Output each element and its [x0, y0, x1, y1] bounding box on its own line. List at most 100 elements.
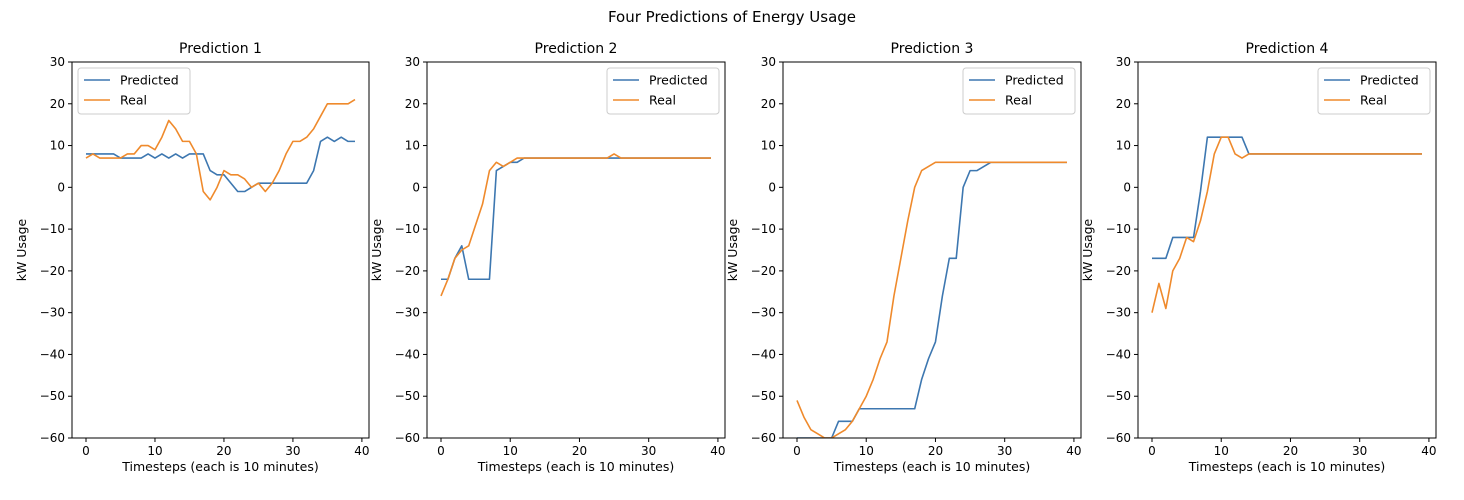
x-tick-label: 30	[997, 444, 1012, 458]
subplot-title: Prediction 3	[891, 41, 974, 57]
x-tick-label: 20	[928, 444, 943, 458]
series-line-predicted	[86, 136, 355, 193]
series-line-predicted	[797, 161, 1067, 438]
y-axis-label: kW Usage	[369, 218, 384, 281]
subplot-title: Prediction 4	[1246, 41, 1329, 57]
y-tick-label: 30	[761, 55, 776, 69]
subplot-title: Prediction 2	[535, 41, 618, 57]
axes-frame	[426, 61, 726, 439]
x-tick-label: 10	[859, 444, 874, 458]
x-tick-label: 40	[1066, 444, 1081, 458]
y-tick-label: −10	[395, 222, 420, 236]
y-tick-label: −60	[395, 431, 420, 445]
subplot-title: Prediction 1	[179, 41, 262, 57]
y-tick-label: 10	[405, 139, 420, 153]
y-tick-label: −50	[751, 389, 776, 403]
y-tick-label: −30	[751, 306, 776, 320]
axes-frame	[71, 61, 370, 439]
legend-entry: Real	[649, 93, 676, 108]
series-line-real	[1151, 136, 1422, 313]
subplot-4: 0 10 20 30 40 −60 −50 −40 −30 −20 −10 0 10 20 30 Predic…	[1080, 41, 1437, 474]
y-tick-label: −10	[751, 222, 776, 236]
y-tick-label: 30	[50, 55, 65, 69]
series-line-real	[440, 153, 711, 297]
y-tick-label: 10	[1116, 139, 1131, 153]
y-tick-label: 0	[768, 180, 776, 194]
legend-entry: Real	[1005, 93, 1032, 108]
y-axis-label: kW Usage	[14, 218, 29, 281]
x-axis-label: Timesteps (each is 10 minutes)	[477, 459, 674, 474]
y-tick-label: −50	[1106, 389, 1131, 403]
y-axis-label: kW Usage	[725, 218, 740, 281]
y-tick-label: 0	[57, 180, 65, 194]
y-tick-label: 10	[761, 139, 776, 153]
x-tick-label: 20	[216, 444, 231, 458]
y-tick-label: −30	[395, 306, 420, 320]
y-tick-label: −40	[751, 347, 776, 361]
y-tick-label: −60	[1106, 431, 1131, 445]
y-tick-label: −30	[40, 306, 65, 320]
y-tick-label: 20	[1116, 97, 1131, 111]
y-tick-label: 0	[1123, 180, 1131, 194]
x-tick-label: 0	[437, 444, 445, 458]
y-tick-label: 0	[412, 180, 420, 194]
x-tick-label: 30	[1352, 444, 1367, 458]
x-tick-label: 10	[147, 444, 162, 458]
y-tick-label: −30	[1106, 306, 1131, 320]
x-tick-label: 20	[572, 444, 587, 458]
y-tick-label: −50	[40, 389, 65, 403]
y-tick-label: 10	[50, 139, 65, 153]
legend-entry: Real	[120, 93, 147, 108]
x-tick-label: 0	[82, 444, 90, 458]
y-tick-label: −40	[1106, 347, 1131, 361]
y-tick-label: −40	[40, 347, 65, 361]
series-line-predicted	[441, 157, 711, 281]
y-tick-label: 20	[761, 97, 776, 111]
series-line-real	[85, 98, 356, 201]
legend-entry: Predicted	[1360, 73, 1419, 88]
axes-frame	[782, 61, 1082, 439]
y-tick-label: −50	[395, 389, 420, 403]
y-tick-label: 30	[1116, 55, 1131, 69]
axes-frame	[1137, 61, 1437, 439]
subplot-1: 0 10 20 30 40 −60 −50 −40 −30 −20 −10 0 10 20 30 Predic…	[14, 41, 370, 474]
legend-entry: Predicted	[1005, 73, 1064, 88]
figure-title: Four Predictions of Energy Usage	[607, 8, 857, 26]
x-tick-label: 40	[710, 444, 725, 458]
y-tick-label: 20	[50, 97, 65, 111]
y-tick-label: −10	[40, 222, 65, 236]
subplot-2: 0 10 20 30 40 −60 −50 −40 −30 −20 −10 0 10 20 30 Predic…	[369, 41, 726, 474]
subplot-3: 0 10 20 30 40 −60 −50 −40 −30 −20 −10 0 10 20 30 Predic…	[725, 41, 1082, 474]
y-axis-label: kW Usage	[1080, 218, 1095, 281]
x-tick-label: 10	[1214, 444, 1229, 458]
legend: Predicted Real	[77, 67, 191, 115]
x-tick-label: 20	[1283, 444, 1298, 458]
y-tick-label: −10	[1106, 222, 1131, 236]
y-tick-label: 20	[405, 97, 420, 111]
y-tick-label: −20	[40, 264, 65, 278]
legend: Predicted Real	[1317, 67, 1431, 115]
x-axis-label: Timesteps (each is 10 minutes)	[121, 459, 318, 474]
x-tick-label: 30	[285, 444, 300, 458]
y-tick-label: −20	[1106, 264, 1131, 278]
series-line-real	[796, 161, 1067, 438]
y-tick-label: −20	[751, 264, 776, 278]
legend: Predicted Real	[606, 67, 720, 115]
y-tick-label: −40	[395, 347, 420, 361]
y-tick-label: −60	[40, 431, 65, 445]
x-tick-label: 40	[354, 444, 369, 458]
x-axis-label: Timesteps (each is 10 minutes)	[833, 459, 1030, 474]
x-tick-label: 40	[1421, 444, 1436, 458]
x-tick-label: 0	[1148, 444, 1156, 458]
x-axis-label: Timesteps (each is 10 minutes)	[1188, 459, 1385, 474]
legend-entry: Predicted	[120, 73, 179, 88]
x-tick-label: 10	[503, 444, 518, 458]
y-tick-label: −60	[751, 431, 776, 445]
legend: Predicted Real	[962, 67, 1076, 115]
legend-entry: Predicted	[649, 73, 708, 88]
y-tick-label: 30	[405, 55, 420, 69]
x-tick-label: 30	[641, 444, 656, 458]
x-tick-label: 0	[793, 444, 801, 458]
